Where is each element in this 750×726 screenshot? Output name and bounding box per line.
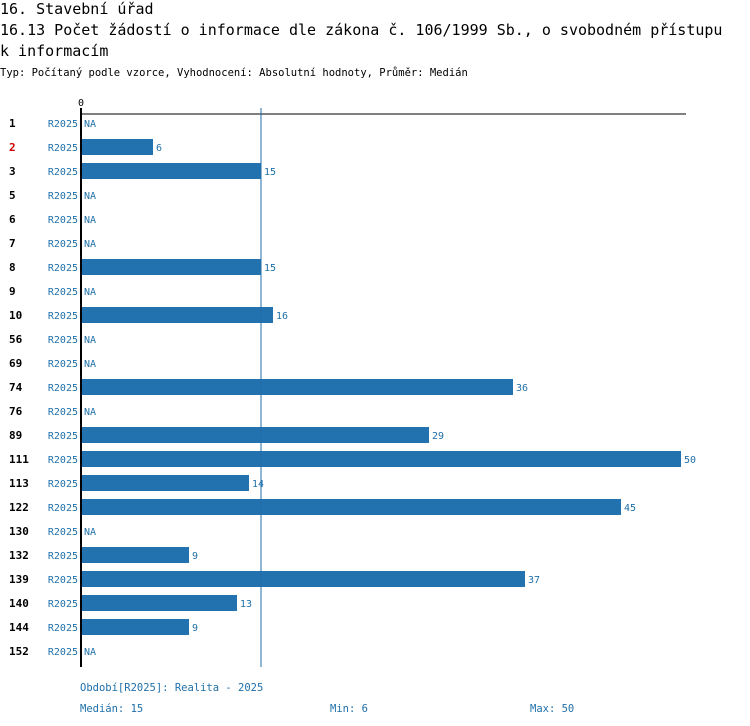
category-label: 1 (9, 117, 16, 130)
series-label: R2025 (48, 647, 78, 658)
series-label: R2025 (48, 455, 78, 466)
bar (81, 619, 189, 635)
series-label: R2025 (48, 407, 78, 418)
value-label: 15 (264, 263, 276, 274)
series-label: R2025 (48, 383, 78, 394)
bar (81, 307, 273, 323)
category-label: 122 (9, 501, 29, 514)
series-label: R2025 (48, 335, 78, 346)
value-label: 6 (156, 143, 162, 154)
period-legend: Období[R2025]: Realita - 2025 (80, 682, 264, 694)
category-label: 7 (9, 237, 16, 250)
category-label: 139 (9, 573, 29, 586)
na-label: NA (84, 239, 96, 250)
value-label: 15 (264, 167, 276, 178)
chart-subtitle: Typ: Počítaný podle vzorce, Vyhodnocení:… (0, 67, 468, 79)
page-title: 16. Stavební úřad (0, 0, 154, 18)
category-label: 132 (9, 549, 29, 562)
bar (81, 163, 261, 179)
series-label: R2025 (48, 287, 78, 298)
category-label: 152 (9, 645, 29, 658)
category-label: 111 (9, 453, 29, 466)
value-label: 13 (240, 599, 252, 610)
category-label: 89 (9, 429, 22, 442)
category-label: 76 (9, 405, 23, 418)
max-stat: Max: 50 (530, 703, 575, 715)
category-label: 130 (9, 525, 29, 538)
na-label: NA (84, 215, 96, 226)
bar (81, 451, 681, 467)
na-label: NA (84, 119, 96, 130)
value-label: 14 (252, 479, 264, 490)
median-stat: Medián: 15 (80, 703, 144, 715)
series-label: R2025 (48, 599, 78, 610)
series-label: R2025 (48, 575, 78, 586)
series-label: R2025 (48, 479, 78, 490)
series-label: R2025 (48, 263, 78, 274)
bar (81, 571, 525, 587)
series-label: R2025 (48, 359, 78, 370)
series-label: R2025 (48, 311, 78, 322)
series-label: R2025 (48, 215, 78, 226)
series-label: R2025 (48, 431, 78, 442)
category-label: 8 (9, 261, 16, 274)
category-label: 2 (9, 141, 16, 154)
series-label: R2025 (48, 239, 78, 250)
na-label: NA (84, 647, 96, 658)
na-label: NA (84, 527, 96, 538)
bar (81, 475, 249, 491)
value-label: 50 (684, 455, 696, 466)
chart-title-continued: k informacím (0, 42, 109, 60)
na-label: NA (84, 407, 96, 418)
series-label: R2025 (48, 551, 78, 562)
category-label: 74 (9, 381, 23, 394)
category-label: 3 (9, 165, 16, 178)
category-label: 9 (9, 285, 16, 298)
bar (81, 259, 261, 275)
na-label: NA (84, 191, 96, 202)
category-label: 140 (9, 597, 29, 610)
category-label: 10 (9, 309, 22, 322)
category-label: 56 (9, 333, 23, 346)
chart-title: 16.13 Počet žádostí o informace dle záko… (0, 21, 723, 39)
category-label: 5 (9, 189, 16, 202)
series-label: R2025 (48, 191, 78, 202)
series-label: R2025 (48, 167, 78, 178)
bar (81, 139, 153, 155)
value-label: 9 (192, 623, 198, 634)
series-label: R2025 (48, 503, 78, 514)
series-label: R2025 (48, 527, 78, 538)
value-label: 29 (432, 431, 444, 442)
series-label: R2025 (48, 119, 78, 130)
bar (81, 379, 513, 395)
category-label: 6 (9, 213, 16, 226)
na-label: NA (84, 359, 96, 370)
na-label: NA (84, 335, 96, 346)
bar (81, 499, 621, 515)
category-label: 69 (9, 357, 22, 370)
bar (81, 427, 429, 443)
min-stat: Min: 6 (330, 703, 368, 715)
value-label: 16 (276, 311, 288, 322)
bar (81, 595, 237, 611)
value-label: 45 (624, 503, 636, 514)
category-label: 144 (9, 621, 29, 634)
value-label: 9 (192, 551, 198, 562)
series-label: R2025 (48, 143, 78, 154)
na-label: NA (84, 287, 96, 298)
value-label: 37 (528, 575, 540, 586)
value-label: 36 (516, 383, 528, 394)
category-label: 113 (9, 477, 29, 490)
x-tick-label: 0 (78, 98, 84, 109)
bar (81, 547, 189, 563)
series-label: R2025 (48, 623, 78, 634)
